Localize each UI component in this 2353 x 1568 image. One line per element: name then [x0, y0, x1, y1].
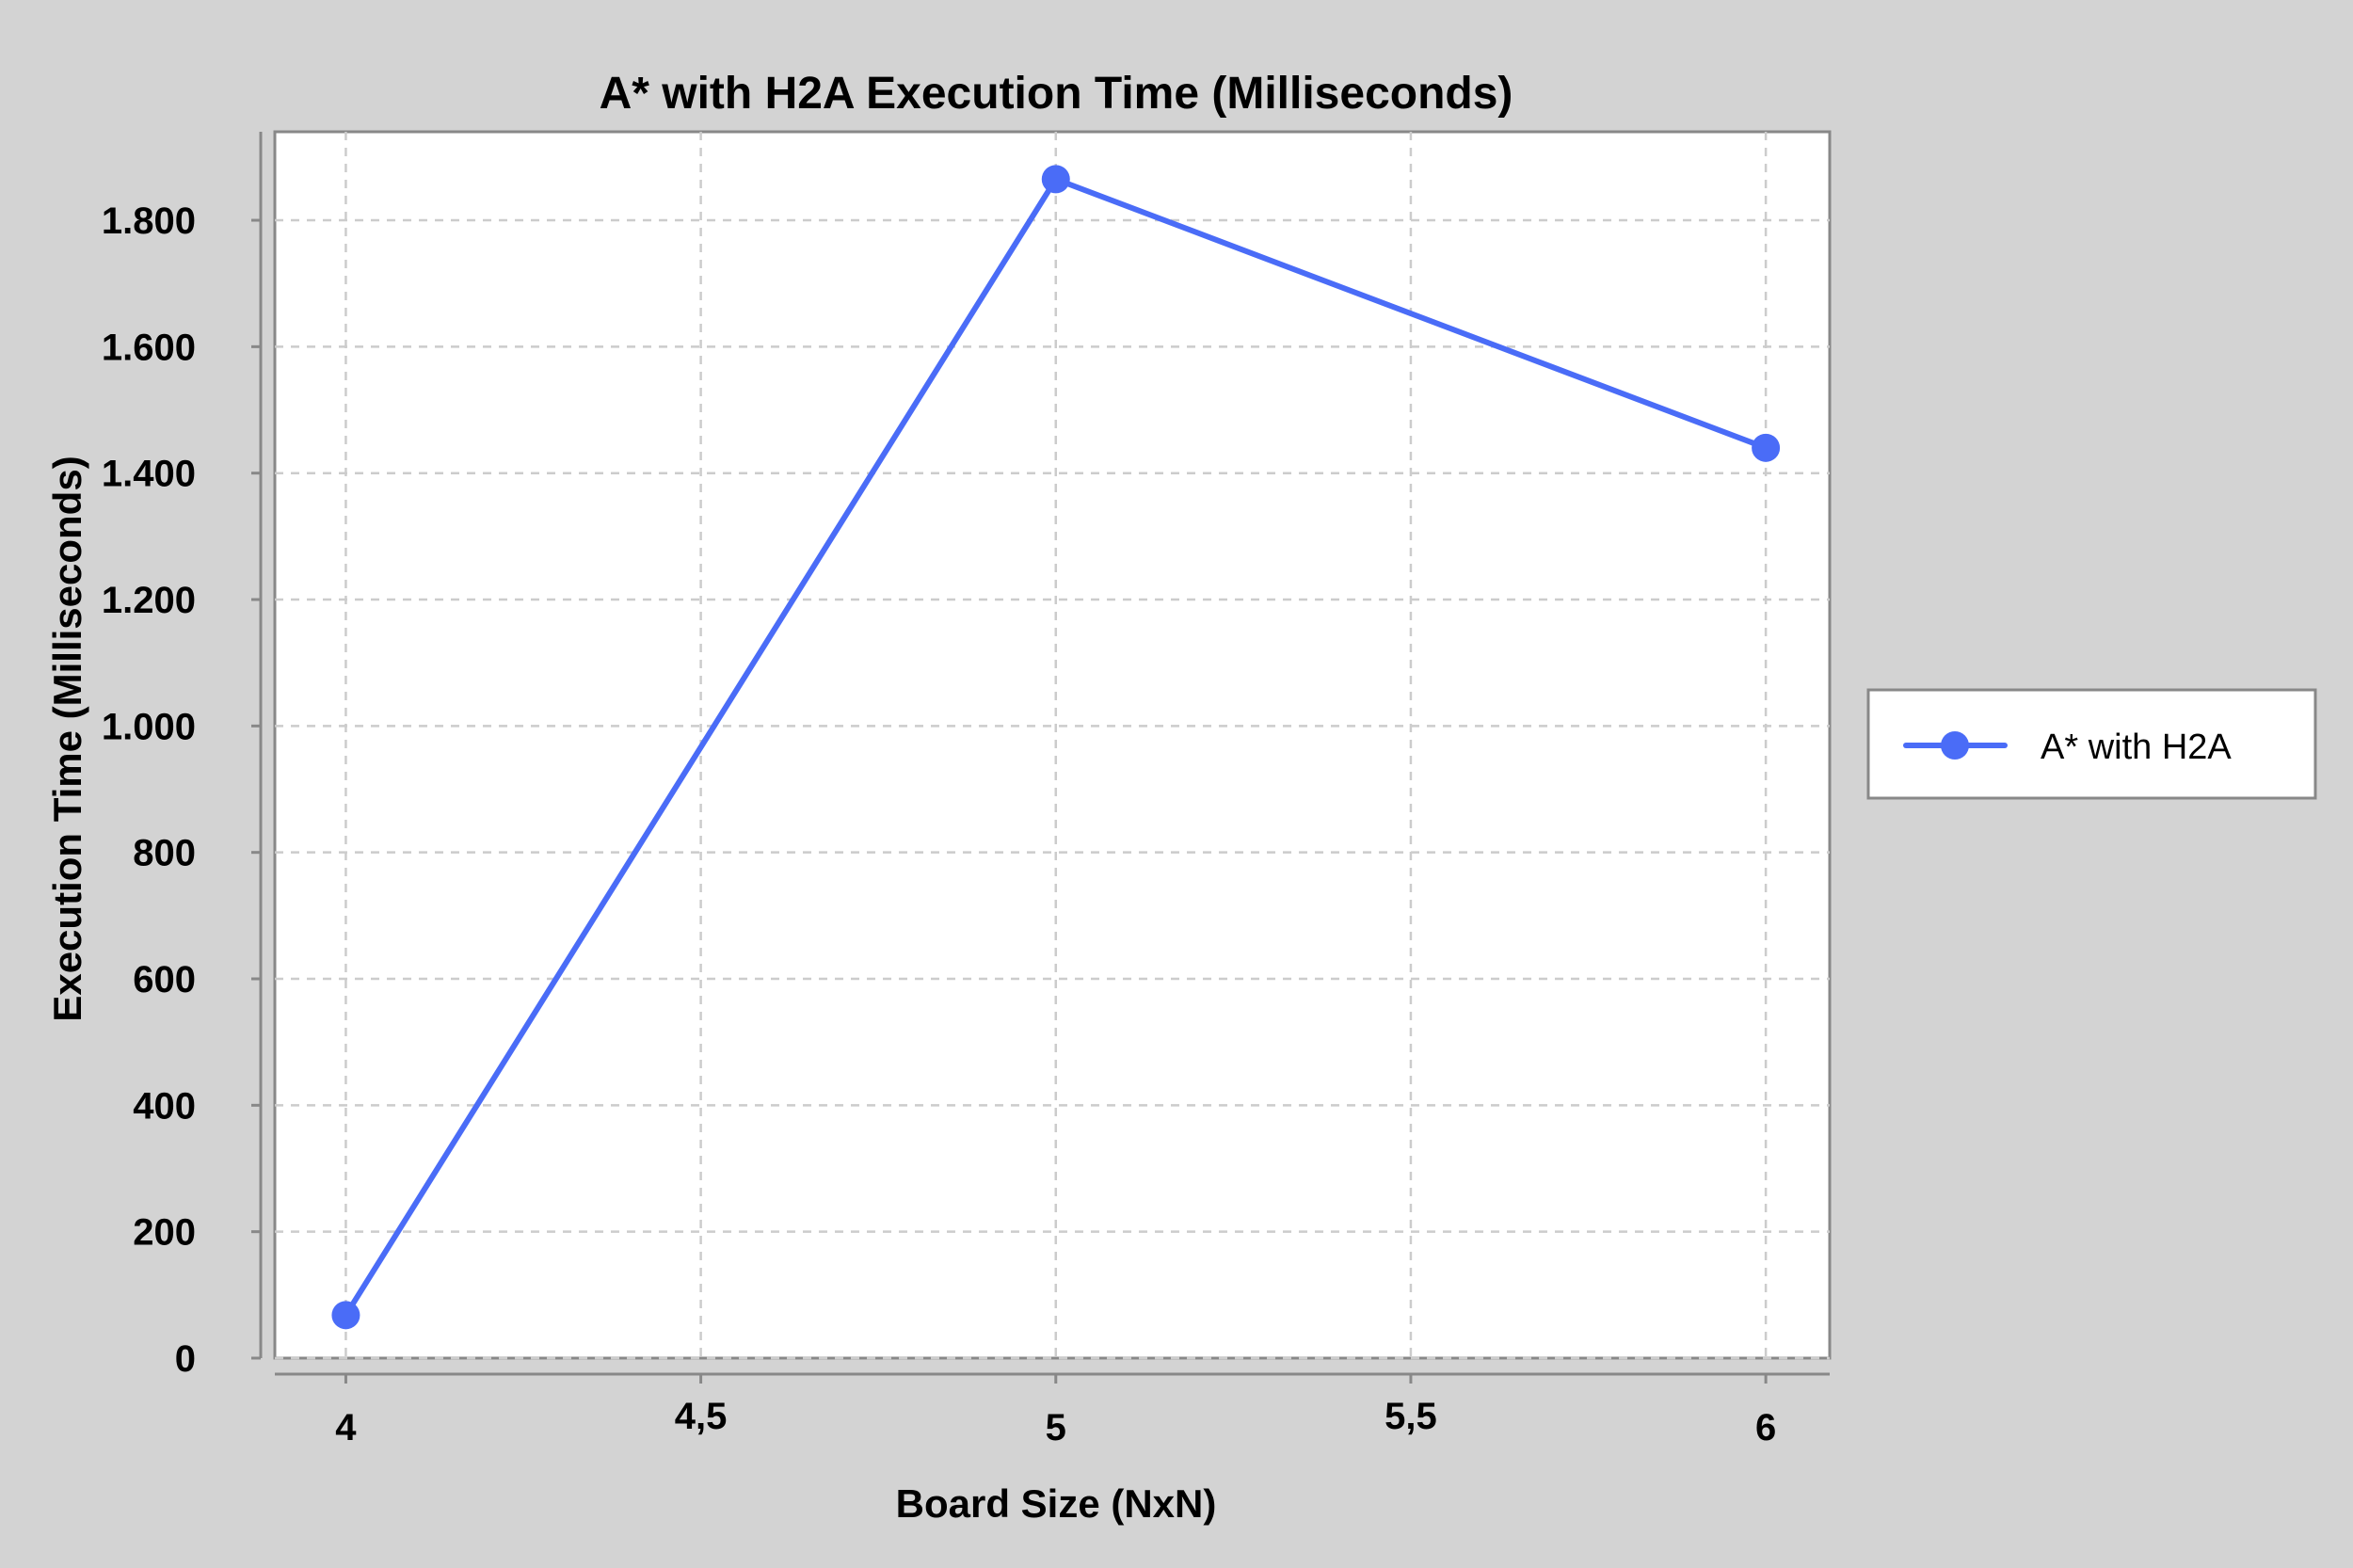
chart-title: A* with H2A Execution Time (Milliseconds… [600, 69, 1513, 119]
data-point [1041, 165, 1070, 194]
x-tick-label: 4 [335, 1407, 357, 1448]
legend-marker [1941, 731, 1969, 760]
plot-area [273, 130, 1832, 1360]
x-axis-label: Board Size (NxN) [896, 1481, 1217, 1526]
x-tick-label: 4,5 [675, 1396, 728, 1437]
data-point [1752, 433, 1781, 462]
series-layer [331, 165, 1781, 1330]
y-tick-label: 600 [133, 959, 196, 1000]
y-axis-ticks: 0 200 400 600 800 1.000 1.200 1.400 1.600 1.800 [102, 200, 261, 1380]
y-tick-label: 1.200 [102, 580, 196, 621]
y-tick-label: 0 [175, 1338, 196, 1380]
y-tick-label: 1.400 [102, 454, 196, 495]
y-tick-label: 800 [133, 833, 196, 874]
x-tick-label: 5 [1046, 1407, 1066, 1448]
x-tick-label: 5,5 [1385, 1396, 1437, 1437]
y-tick-label: 400 [133, 1085, 196, 1127]
y-tick-label: 200 [133, 1212, 196, 1254]
y-tick-label: 1.000 [102, 706, 196, 747]
y-axis-label: Execution Time (Milliseconds) [45, 456, 89, 1021]
legend: A* with H2A [1866, 688, 2317, 800]
legend-label: A* with H2A [2041, 728, 2232, 767]
data-point [331, 1301, 360, 1330]
grid-layer [275, 132, 1830, 1360]
x-axis-ticks: 4 4,5 5 5,5 6 [335, 1374, 1776, 1448]
y-tick-label: 1.800 [102, 200, 196, 242]
x-tick-label: 6 [1755, 1407, 1776, 1448]
y-tick-label: 1.600 [102, 327, 196, 368]
